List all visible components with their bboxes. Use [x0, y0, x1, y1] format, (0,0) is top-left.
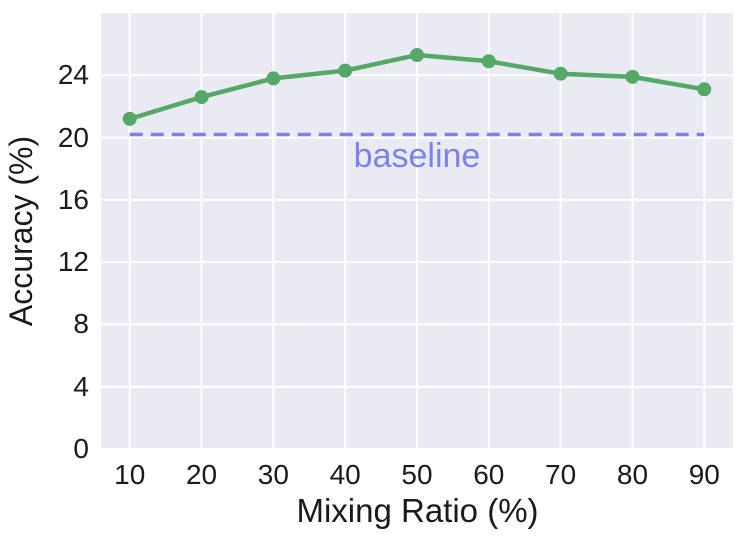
- y-tick-label: 8: [73, 308, 89, 340]
- line-chart-canvas: [101, 13, 733, 449]
- x-tick-label: 30: [257, 459, 289, 490]
- data-point-marker: [553, 66, 568, 81]
- x-tick-label: 60: [473, 459, 505, 490]
- data-point-marker: [481, 54, 496, 69]
- data-point-marker: [697, 82, 712, 97]
- data-point-marker: [410, 48, 424, 63]
- x-tick-label: 70: [545, 459, 577, 490]
- y-tick-label: 12: [57, 246, 89, 278]
- x-tick-label: 10: [114, 459, 146, 490]
- plot-area: [101, 13, 733, 449]
- data-point-marker: [122, 111, 137, 126]
- x-tick-label: 20: [185, 459, 218, 490]
- data-point-marker: [625, 69, 640, 84]
- y-axis-title: Accuracy (%): [3, 135, 39, 327]
- x-axis-title: Mixing Ratio (%): [296, 492, 539, 529]
- x-tick-label: 90: [688, 459, 720, 490]
- y-tick-label: 4: [73, 370, 89, 402]
- y-tick-label: 24: [57, 59, 89, 91]
- y-tick-label: 0: [73, 433, 89, 464]
- y-tick-label: 20: [57, 121, 89, 153]
- x-tick-label: 50: [401, 459, 433, 490]
- baseline-annotation: baseline: [353, 137, 481, 176]
- y-tick-label: 16: [57, 183, 89, 215]
- data-point-marker: [338, 63, 353, 78]
- data-point-marker: [194, 90, 209, 105]
- data-point-marker: [266, 71, 281, 86]
- x-tick-label: 80: [616, 459, 649, 490]
- x-tick-label: 40: [329, 459, 361, 490]
